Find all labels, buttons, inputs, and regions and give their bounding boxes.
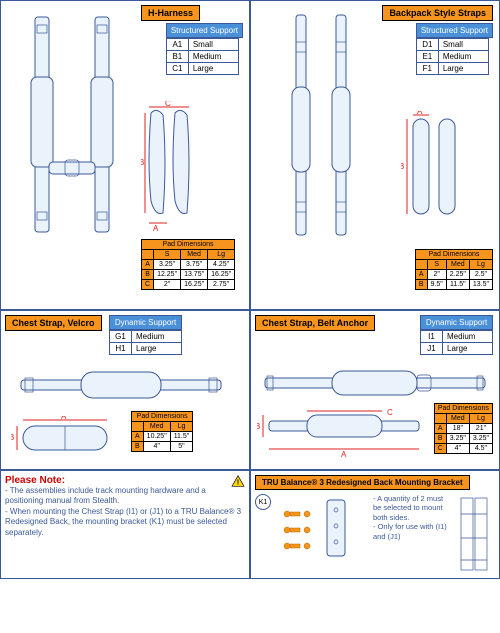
diagram-bracket — [277, 494, 367, 564]
svg-text:B: B — [401, 162, 404, 171]
diagram-velcro — [11, 366, 231, 406]
pad-diagram-belt: A B C — [257, 409, 427, 459]
svg-text:A: A — [61, 416, 67, 421]
pad-table-backpack: Pad Dimensions SMedLg A2"2.25"2.5" B9.5"… — [415, 249, 493, 290]
title-backpack: Backpack Style Straps — [382, 5, 493, 21]
svg-text:!: ! — [237, 477, 239, 486]
svg-text:A: A — [417, 111, 423, 116]
svg-text:A: A — [341, 450, 347, 459]
panel-velcro: Chest Strap, Velcro Dynamic Support G1Me… — [0, 310, 250, 470]
bracket-note-0: - A quantity of 2 must be selected to mo… — [373, 494, 449, 522]
panel-backpack: Backpack Style Straps Structured Support… — [250, 0, 500, 310]
pad-diagram-hharness: C B A — [141, 101, 201, 231]
svg-text:B: B — [11, 433, 14, 442]
title-velcro: Chest Strap, Velcro — [5, 315, 102, 331]
note-line-1: - When mounting the Chest Strap (I1) or … — [5, 507, 245, 538]
pad-table-hharness: Pad Dimensions SMedLg A3.25"3.75"4.25" B… — [141, 239, 235, 290]
support-header: Structured Support — [166, 23, 243, 38]
dim-b: B — [141, 158, 144, 167]
title-belt: Chest Strap, Belt Anchor — [255, 315, 375, 331]
title-bracket: TRU Balance® 3 Redesigned Back Mounting … — [255, 475, 470, 490]
support-table-velcro: Dynamic Support G1Medium H1Large — [109, 315, 182, 355]
bracket-note-1: - Only for use with (I1) and (J1) — [373, 522, 449, 541]
note-title: Please Note: — [5, 475, 245, 486]
support-rows: A1Small B1Medium C1Large — [166, 38, 239, 75]
pad-diagram-backpack: A B — [401, 111, 471, 231]
diagram-belt — [257, 366, 492, 401]
support-table-belt: Dynamic Support I1Medium J1Large — [420, 315, 493, 355]
layout-grid: H-Harness Structured Support A1Small B1M… — [0, 0, 500, 579]
pad-diagram-velcro: A B — [11, 416, 121, 461]
diagram-backpack — [271, 7, 371, 242]
diagram-bracket-assembly — [455, 494, 495, 574]
panel-bracket: TRU Balance® 3 Redesigned Back Mounting … — [250, 470, 500, 579]
pad-table-belt: Pad Dimensions MedLg A18"21" B3.25"3.25"… — [434, 403, 493, 454]
svg-text:C: C — [387, 409, 393, 417]
bracket-code: K1 — [255, 494, 271, 510]
note-box: ! Please Note: - The assemblies include … — [0, 470, 250, 579]
svg-text:B: B — [257, 422, 260, 431]
support-table-hharness: Structured Support A1Small B1Medium C1La… — [166, 23, 243, 75]
panel-hharness: H-Harness Structured Support A1Small B1M… — [0, 0, 250, 310]
warning-icon: ! — [231, 475, 245, 487]
support-table-backpack: Structured Support D1Small E1Medium F1La… — [416, 23, 493, 75]
title-hharness: H-Harness — [141, 5, 200, 21]
pad-table-velcro: Pad Dimensions MedLg A10.25"11.5" B4"5" — [131, 411, 193, 452]
note-line-0: - The assemblies include track mounting … — [5, 486, 245, 507]
diagram-hharness — [7, 7, 137, 242]
panel-belt: Chest Strap, Belt Anchor Dynamic Support… — [250, 310, 500, 470]
dim-c: C — [165, 101, 171, 108]
dim-a: A — [153, 224, 159, 231]
